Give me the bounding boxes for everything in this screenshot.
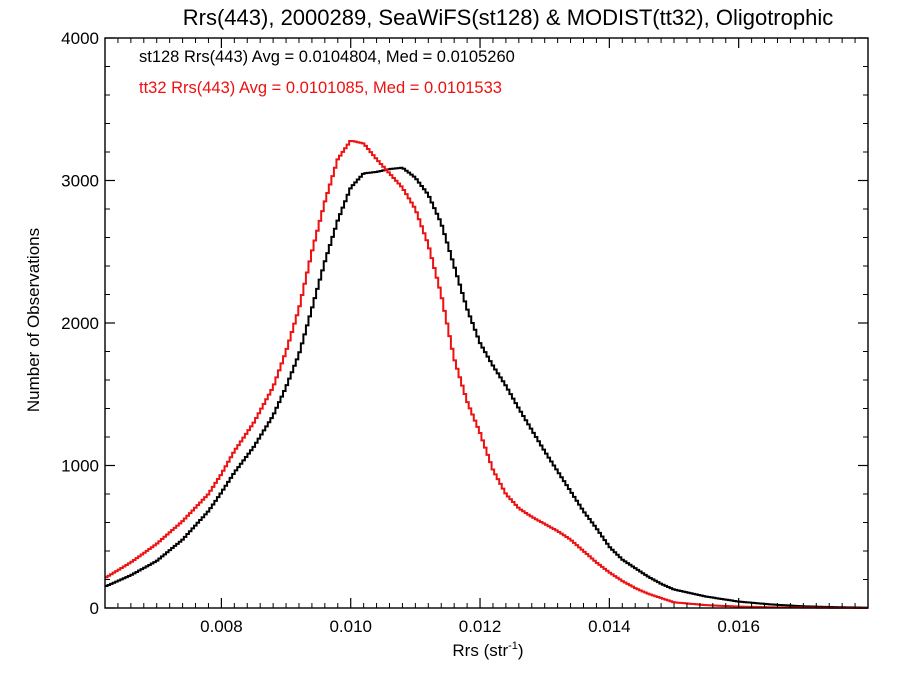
y-axis-label: Number of Observations — [24, 228, 43, 412]
x-axis-label-superscript: -1 — [508, 640, 518, 652]
x-axis-label-tail: ) — [518, 641, 524, 660]
y-tick-label: 4000 — [61, 29, 99, 48]
y-tick-label: 0 — [90, 599, 99, 618]
x-tick-label: 0.010 — [329, 617, 372, 636]
x-axis-label: Rrs (str-1) — [452, 640, 523, 660]
y-tick-label: 3000 — [61, 172, 99, 191]
x-tick-label: 0.008 — [200, 617, 243, 636]
y-tick-label: 1000 — [61, 457, 99, 476]
plot-series — [105, 140, 868, 609]
series-line-tt32 — [105, 140, 868, 609]
annotation-st128: st128 Rrs(443) Avg = 0.0104804, Med = 0.… — [139, 48, 515, 66]
x-axis-ticks: 0.008 0.010 0.012 0.014 0.016 — [117, 38, 856, 636]
x-axis-label-base: Rrs (str — [452, 641, 508, 660]
chart-title: Rrs(443), 2000289, SeaWiFS(st128) & MODI… — [183, 5, 833, 30]
x-tick-label: 0.012 — [459, 617, 502, 636]
series-line-st128 — [105, 166, 868, 609]
y-axis-ticks: 0 1000 2000 3000 4000 — [61, 29, 868, 618]
x-tick-label: 0.014 — [588, 617, 631, 636]
annotation-tt32: tt32 Rrs(443) Avg = 0.0101085, Med = 0.0… — [139, 79, 502, 97]
y-tick-label: 2000 — [61, 314, 99, 333]
x-tick-label: 0.016 — [717, 617, 760, 636]
